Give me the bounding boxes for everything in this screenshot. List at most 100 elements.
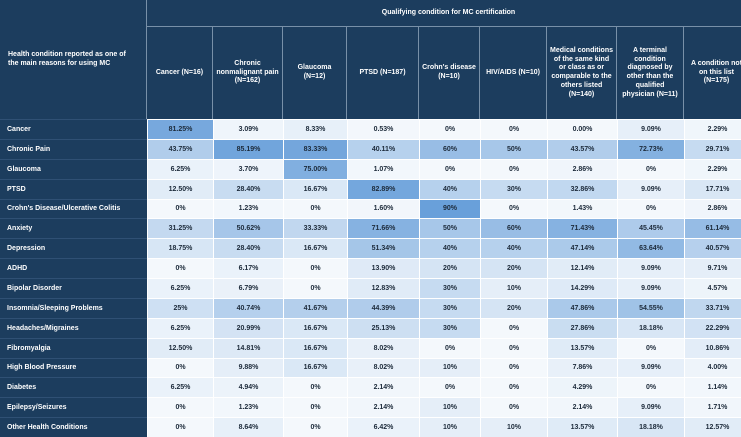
table-cell: 0.00% bbox=[547, 119, 617, 139]
table-cell: 30% bbox=[419, 278, 480, 298]
table-cell: 10% bbox=[480, 417, 547, 437]
table-cell: 0% bbox=[419, 119, 480, 139]
table-cell: 20% bbox=[480, 297, 547, 318]
table-cell: 12.57% bbox=[684, 417, 741, 437]
table-cell: 0% bbox=[480, 317, 547, 338]
table-cell: 12.50% bbox=[147, 337, 213, 358]
table-cell: 6.25% bbox=[147, 377, 213, 398]
table-cell: 6.17% bbox=[213, 258, 283, 278]
table-cell: 47.14% bbox=[547, 238, 617, 259]
column-header: Medical conditions of the same kind or c… bbox=[547, 27, 617, 119]
table-cell: 12.83% bbox=[347, 278, 419, 298]
table-cell: 0% bbox=[147, 397, 213, 418]
table-cell: 0% bbox=[147, 417, 213, 437]
row-label: Glaucoma bbox=[0, 158, 147, 179]
table-cell: 1.60% bbox=[347, 198, 419, 219]
row-label: Bipolar Disorder bbox=[0, 278, 147, 298]
table-cell: 45.45% bbox=[617, 218, 684, 239]
table-cell: 43.75% bbox=[147, 138, 213, 159]
table-cell: 0% bbox=[147, 357, 213, 378]
row-label: Headaches/Migraines bbox=[0, 317, 147, 338]
table-cell: 17.71% bbox=[684, 178, 741, 199]
column-header: Glaucoma (N=12) bbox=[283, 27, 347, 119]
table-cell: 0% bbox=[617, 377, 684, 398]
table-cell: 2.29% bbox=[684, 158, 741, 179]
table-cell: 9.71% bbox=[684, 258, 741, 278]
table-cell: 0% bbox=[480, 397, 547, 418]
table-cell: 4.57% bbox=[684, 278, 741, 298]
table-cell: 51.34% bbox=[347, 238, 419, 259]
table-cell: 31.25% bbox=[147, 218, 213, 239]
table-cell: 43.57% bbox=[547, 138, 617, 159]
table-cell: 82.89% bbox=[347, 178, 419, 199]
table-cell: 85.19% bbox=[213, 138, 283, 159]
table-cell: 72.73% bbox=[617, 138, 684, 159]
column-header: PTSD (N=187) bbox=[347, 27, 419, 119]
table-cell: 6.79% bbox=[213, 278, 283, 298]
row-label: Epilepsy/Seizures bbox=[0, 397, 147, 418]
table-cell: 0% bbox=[283, 417, 347, 437]
row-label: Diabetes bbox=[0, 377, 147, 398]
row-label: Other Health Conditions bbox=[0, 417, 147, 437]
table-cell: 0% bbox=[617, 158, 684, 179]
table-cell: 2.14% bbox=[347, 397, 419, 418]
table-cell: 0% bbox=[419, 337, 480, 358]
table-cell: 47.86% bbox=[547, 297, 617, 318]
table-cell: 27.86% bbox=[547, 317, 617, 338]
table-cell: 29.71% bbox=[684, 138, 741, 159]
table-cell: 54.55% bbox=[617, 297, 684, 318]
row-label: High Blood Pressure bbox=[0, 357, 147, 378]
row-label: PTSD bbox=[0, 178, 147, 199]
row-label: Fibromyalgia bbox=[0, 337, 147, 358]
table-cell: 8.02% bbox=[347, 337, 419, 358]
column-header: Crohn's disease (N=10) bbox=[419, 27, 480, 119]
table-cell: 0% bbox=[480, 357, 547, 378]
table-cell: 14.29% bbox=[547, 278, 617, 298]
table-cell: 61.14% bbox=[684, 218, 741, 239]
column-header: A terminal condition diagnosed by other … bbox=[617, 27, 684, 119]
table-cell: 4.00% bbox=[684, 357, 741, 378]
table-cell: 18.18% bbox=[617, 417, 684, 437]
table-cell: 0% bbox=[617, 337, 684, 358]
column-header: A condition not on this list (N=175) bbox=[684, 27, 741, 119]
table-cell: 50% bbox=[419, 218, 480, 239]
table-cell: 22.29% bbox=[684, 317, 741, 338]
table-cell: 2.86% bbox=[547, 158, 617, 179]
table-cell: 16.67% bbox=[283, 238, 347, 259]
table-cell: 90% bbox=[419, 198, 480, 219]
table-cell: 3.09% bbox=[213, 119, 283, 139]
table-cell: 40.11% bbox=[347, 138, 419, 159]
row-header-title: Health condition reported as one of the … bbox=[0, 0, 147, 119]
table-cell: 10% bbox=[419, 397, 480, 418]
table-cell: 28.40% bbox=[213, 238, 283, 259]
column-header: Cancer (N=16) bbox=[147, 27, 213, 119]
row-label: Crohn's Disease/Ulcerative Colitis bbox=[0, 198, 147, 219]
table-cell: 7.86% bbox=[547, 357, 617, 378]
table-cell: 25% bbox=[147, 297, 213, 318]
table-cell: 0% bbox=[480, 337, 547, 358]
column-group-title: Qualifying condition for MC certificatio… bbox=[147, 0, 741, 27]
table-cell: 2.14% bbox=[347, 377, 419, 398]
table-cell: 20.99% bbox=[213, 317, 283, 338]
table-cell: 13.90% bbox=[347, 258, 419, 278]
table-cell: 0.53% bbox=[347, 119, 419, 139]
table-cell: 6.42% bbox=[347, 417, 419, 437]
table-cell: 9.09% bbox=[617, 357, 684, 378]
table-cell: 8.64% bbox=[213, 417, 283, 437]
row-label: Depression bbox=[0, 238, 147, 259]
table-cell: 16.67% bbox=[283, 317, 347, 338]
column-header: Chronic nonmalignant pain (N=162) bbox=[213, 27, 283, 119]
table-cell: 32.86% bbox=[547, 178, 617, 199]
table-cell: 75.00% bbox=[283, 158, 347, 179]
table-cell: 0% bbox=[480, 158, 547, 179]
table-cell: 16.67% bbox=[283, 357, 347, 378]
table-cell: 60% bbox=[480, 218, 547, 239]
table-cell: 33.71% bbox=[684, 297, 741, 318]
table-cell: 20% bbox=[480, 258, 547, 278]
table-cell: 9.09% bbox=[617, 119, 684, 139]
table-cell: 0% bbox=[419, 158, 480, 179]
table-cell: 1.43% bbox=[547, 198, 617, 219]
table-cell: 16.67% bbox=[283, 178, 347, 199]
table-cell: 9.09% bbox=[617, 397, 684, 418]
table-cell: 8.02% bbox=[347, 357, 419, 378]
